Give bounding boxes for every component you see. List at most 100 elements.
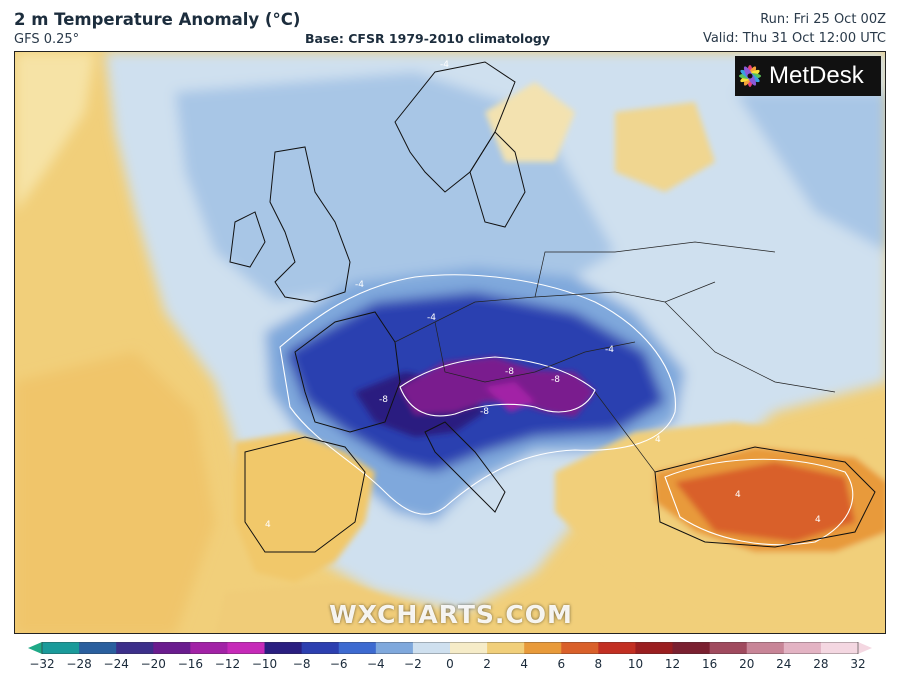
metdesk-flower-icon: [739, 65, 761, 87]
colorbar-tick-label: −16: [177, 657, 204, 671]
contour-label: -8: [505, 367, 514, 377]
iberia-outline: [244, 436, 366, 553]
run-time-label: Run: Fri 25 Oct 00Z: [760, 12, 886, 27]
contour-labels: -8 -8 -8 -8 -4 -4 -4 -4 4 4 4 4: [265, 60, 821, 530]
sweden-outline: [469, 131, 526, 228]
colorbar-segment: [709, 642, 748, 654]
metdesk-logo-text: MetDesk: [769, 62, 864, 89]
contour-plus4: [664, 458, 854, 546]
colorbar-frame: [41, 642, 859, 654]
great-britain-outline: [269, 146, 351, 303]
colorbar-segment: [672, 642, 711, 654]
north-africa-warm: [215, 582, 509, 633]
colorbar-segment: [301, 642, 340, 654]
border-baltic: [534, 241, 776, 298]
colorbar-segment: [412, 642, 451, 654]
contour-label: -8: [551, 375, 560, 385]
colorbar-tick-label: 20: [739, 657, 755, 671]
colorbar-tick-label: −2: [404, 657, 422, 671]
colorbar-tick-label: −10: [251, 657, 278, 671]
colorbar-right-arrow: [858, 642, 872, 654]
colorbar-tick-label: −24: [103, 657, 129, 671]
country-borders: [394, 241, 836, 473]
colorbar-tick-label: −8: [292, 657, 311, 671]
colorbar-segment: [338, 642, 377, 654]
contour-label: -8: [379, 395, 388, 405]
extreme-cold-peak: [485, 382, 535, 412]
colorbar: [28, 642, 872, 654]
border-east: [664, 301, 836, 393]
contour-label: 4: [815, 515, 821, 525]
iberia-warm: [235, 432, 375, 582]
border-central: [434, 321, 636, 383]
colorbar-segments: [42, 642, 859, 654]
border-balkan: [594, 391, 656, 473]
colorbar-segment: [153, 642, 191, 654]
chart-title: 2 m Temperature Anomaly (°C): [14, 10, 301, 29]
finland-warm: [615, 102, 715, 192]
colorbar-left-arrow: [28, 642, 42, 654]
colorbar-tick-label: 32: [850, 657, 866, 671]
coastlines: [229, 61, 876, 553]
colorbar-tick-label: 6: [557, 657, 566, 671]
colorbar-segment: [561, 642, 599, 654]
contour-label: -8: [480, 407, 489, 417]
colorbar-tick-label: −20: [140, 657, 166, 671]
colorbar-segment: [598, 642, 636, 654]
contour-minus4: [279, 274, 677, 515]
colorbar-segment: [375, 642, 414, 654]
climatology-base-label: Base: CFSR 1979-2010 climatology: [305, 31, 551, 46]
contour-label: -4: [427, 313, 436, 323]
turkey-outline: [654, 446, 876, 548]
model-label: GFS 0.25°: [14, 32, 80, 47]
colorbar-segment: [264, 642, 303, 654]
colorbar-segment: [227, 642, 266, 654]
colorbar-tick-label: 12: [664, 657, 681, 671]
map-canvas: -8 -8 -8 -8 -4 -4 -4 -4 4 4 4 4: [15, 52, 885, 633]
valid-time-label: Valid: Thu 31 Oct 12:00 UTC: [702, 31, 886, 46]
colorbar-segment: [783, 642, 822, 654]
colorbar-tick-label: 4: [520, 657, 528, 671]
colorbar-tick-label: 2: [483, 657, 491, 671]
anomaly-map[interactable]: -8 -8 -8 -8 -4 -4 -4 -4 4 4 4 4: [14, 51, 886, 634]
colorbar-segment: [450, 642, 488, 654]
colorbar-tick-label: 28: [813, 657, 829, 671]
atlantic-pale-field: [15, 52, 95, 212]
colorbar-segment: [190, 642, 228, 654]
colorbar-segment: [42, 642, 80, 654]
colorbar-tick-label: 8: [594, 657, 603, 671]
france-outline: [294, 311, 401, 433]
colorbar-segment: [820, 642, 859, 654]
northeast-blue: [735, 92, 885, 251]
colorbar-tick-label: 24: [776, 657, 792, 671]
contour-label: -4: [440, 60, 449, 70]
colorbar-ticks: −32 −28 −24 −20 −16 −12 −10 −8 −6 −4 −2 0 2 4 6 8 10 12 16…: [0, 657, 900, 677]
colorbar-tick-label: 16: [701, 657, 718, 671]
colorbar-tick-label: −32: [29, 657, 55, 671]
italy-outline: [424, 421, 506, 513]
wxcharts-watermark: WXCHARTS.COM: [329, 600, 573, 629]
colorbar-tick-label: −6: [329, 657, 348, 671]
colorbar-tick-label: −28: [66, 657, 92, 671]
colorbar-segment: [487, 642, 525, 654]
colorbar-tick-label: −12: [214, 657, 241, 671]
colorbar-segment: [524, 642, 562, 654]
colorbar-segment: [79, 642, 117, 654]
colorbar-tick-label: −4: [366, 657, 385, 671]
contour-label: -4: [605, 345, 614, 355]
colorbar-tick-label: 0: [446, 657, 454, 671]
ireland-outline: [229, 211, 266, 268]
contour-minus8: [399, 356, 596, 417]
colorbar-segment: [635, 642, 674, 654]
colorbar-segment: [746, 642, 785, 654]
contour-label: 4: [265, 520, 271, 530]
atlantic-south-warm: [15, 352, 215, 633]
colorbar-segment: [116, 642, 154, 654]
anatolia-hot: [675, 462, 855, 542]
contour-label: 4: [735, 490, 741, 500]
metdesk-logo: MetDesk: [735, 56, 881, 96]
colorbar-tick-label: 10: [627, 657, 644, 671]
contour-label: -4: [355, 280, 364, 290]
contour-lines: [279, 274, 854, 546]
contour-label: 4: [655, 435, 661, 445]
